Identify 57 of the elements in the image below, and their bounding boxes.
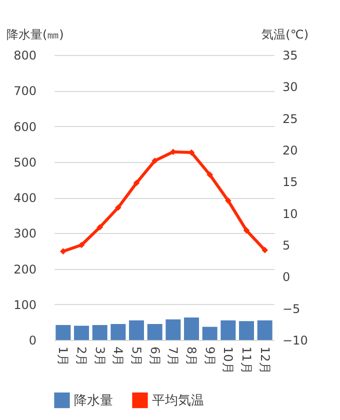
bar: [166, 319, 181, 340]
x-tick-label: 3月: [92, 346, 107, 366]
y-tick-label: 0: [28, 334, 36, 348]
bar: [129, 320, 144, 340]
y-tick-label: 200: [14, 262, 36, 276]
point: [206, 172, 213, 178]
y2-tick-label: −10: [282, 334, 308, 348]
bar: [56, 325, 71, 340]
y2-tick-label: 20: [282, 144, 298, 158]
y2-tick-label: 0: [282, 270, 290, 284]
point: [78, 242, 85, 248]
y2-tick-label: 15: [282, 175, 298, 190]
bar: [74, 326, 89, 340]
y-tick-label: 400: [14, 191, 36, 205]
point: [262, 246, 268, 254]
point: [60, 248, 66, 254]
y-tick-label: 700: [14, 84, 36, 98]
bar: [147, 324, 162, 340]
y-tick-label: 600: [14, 120, 36, 134]
y2-axis-title: 気温(℃): [262, 28, 308, 42]
x-tick-label: 6月: [148, 346, 162, 366]
x-tick-label: 11月: [240, 346, 254, 374]
x-tick-label: 2月: [74, 346, 88, 366]
point: [225, 198, 232, 204]
y2-tick-label: 5: [282, 238, 290, 252]
x-tick-label: 12月: [258, 346, 272, 374]
x-tick-label: 8月: [184, 346, 198, 366]
y-tick-label: 500: [14, 155, 36, 170]
legend-label: 平均気温: [152, 393, 204, 408]
point: [115, 204, 122, 211]
y-tick-label: 100: [14, 298, 36, 312]
y2-tick-label: 35: [282, 48, 298, 62]
y-tick-label: 300: [14, 226, 36, 241]
bar: [239, 321, 254, 340]
y-tick-label: 800: [14, 48, 36, 62]
y-axis-title: 降水量(㎜): [6, 28, 64, 42]
point: [243, 227, 250, 234]
bar: [220, 320, 236, 340]
x-tick-label: 5月: [130, 346, 144, 366]
x-tick-label: 1月: [56, 346, 70, 366]
bar: [92, 325, 108, 340]
bar: [184, 318, 199, 340]
y2-tick-label: 10: [282, 206, 298, 221]
point: [133, 180, 140, 186]
bar: [202, 326, 218, 340]
x-tick-label: 10月: [221, 346, 236, 374]
bar: [110, 324, 126, 340]
point: [96, 224, 103, 230]
bar: [257, 320, 272, 340]
y2-tick-label: 30: [282, 80, 298, 94]
x-tick-label: 4月: [111, 346, 126, 366]
point: [152, 158, 158, 164]
x-tick-label: 9月: [202, 346, 217, 366]
x-tick-label: 7月: [166, 346, 180, 366]
y2-tick-label: 25: [282, 112, 298, 126]
legend-label: 降水量: [74, 393, 113, 408]
y2-tick-label: −5: [282, 302, 300, 316]
